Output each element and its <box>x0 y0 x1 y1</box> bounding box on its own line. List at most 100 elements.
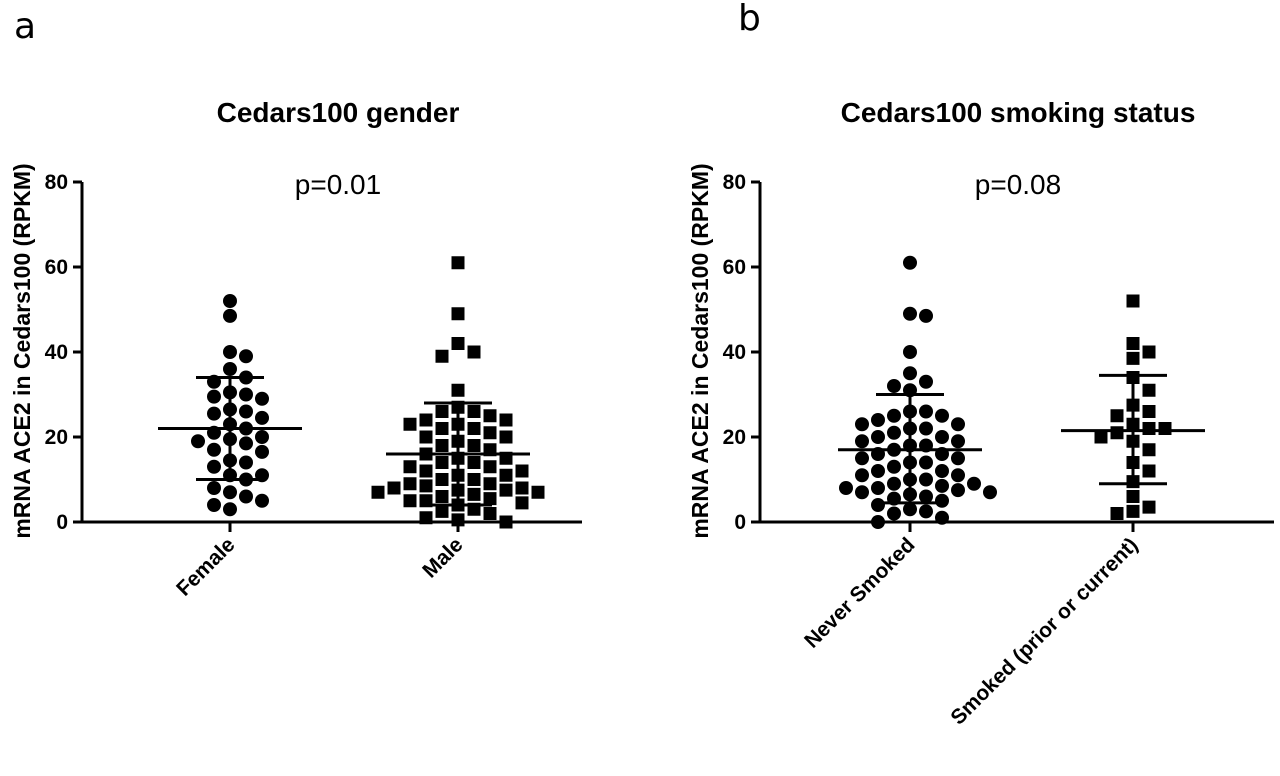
data-point <box>1142 443 1156 457</box>
data-point <box>903 345 917 359</box>
data-point <box>887 379 901 393</box>
data-point <box>483 409 497 423</box>
y-tick-label: 80 <box>723 171 746 194</box>
data-point <box>919 472 933 487</box>
data-point <box>467 473 481 486</box>
data-point <box>1158 422 1172 435</box>
data-point <box>887 476 901 491</box>
data-point <box>255 430 269 444</box>
data-point <box>223 485 237 500</box>
data-point <box>935 493 949 508</box>
x-category-label: Never Smoked <box>800 533 919 652</box>
data-point <box>207 389 221 404</box>
data-point <box>255 410 269 425</box>
data-point <box>223 502 237 517</box>
data-point <box>935 430 949 444</box>
data-point <box>207 481 221 495</box>
data-point <box>207 406 221 421</box>
data-point <box>419 479 433 493</box>
data-point <box>871 464 885 478</box>
data-point <box>403 417 417 431</box>
data-point <box>1126 351 1140 365</box>
data-point <box>483 426 497 440</box>
y-tick-label: 40 <box>723 341 746 364</box>
data-point <box>919 308 933 323</box>
data-point <box>935 510 949 525</box>
data-point <box>207 498 221 512</box>
data-point <box>935 464 949 478</box>
data-point <box>871 430 885 444</box>
data-point <box>403 460 417 474</box>
panel-letter: a <box>14 6 36 47</box>
data-point <box>207 459 221 474</box>
data-point <box>855 451 869 466</box>
data-point <box>435 504 449 518</box>
data-point <box>903 366 917 381</box>
data-point <box>451 383 465 397</box>
data-point <box>887 425 901 440</box>
data-point <box>951 417 965 432</box>
data-point <box>419 511 433 525</box>
data-point <box>1142 464 1156 478</box>
data-point <box>871 515 885 529</box>
data-point <box>419 430 433 444</box>
data-point <box>919 489 933 504</box>
panel-letter: b <box>738 0 761 39</box>
p-value-annotation: p=0.01 <box>295 169 381 200</box>
data-point <box>483 492 497 506</box>
data-point <box>499 468 513 482</box>
data-point <box>255 444 269 459</box>
data-point <box>371 485 385 499</box>
data-point <box>515 464 529 478</box>
data-point <box>1142 422 1156 435</box>
data-point <box>1094 430 1108 444</box>
data-point <box>435 422 449 435</box>
y-tick-label: 20 <box>45 426 68 449</box>
data-point <box>515 481 529 495</box>
data-point <box>467 345 481 359</box>
data-point <box>467 422 481 435</box>
data-point <box>223 294 237 308</box>
data-point <box>435 456 449 469</box>
data-point <box>435 405 449 418</box>
chart-title: Cedars100 gender <box>217 97 460 128</box>
data-point <box>191 434 205 449</box>
data-point <box>919 455 933 470</box>
data-point <box>499 430 513 444</box>
x-category-label: Smoked (prior or current) <box>946 533 1142 729</box>
data-point <box>435 349 449 363</box>
data-point <box>983 485 997 500</box>
data-point <box>855 417 869 432</box>
data-point <box>223 362 237 376</box>
data-point <box>887 459 901 474</box>
y-axis-label: mRNA ACE2 in Cedars100 (RPKM) <box>687 163 713 538</box>
x-category-label: Female <box>172 533 239 600</box>
y-tick-label: 80 <box>45 171 68 194</box>
data-point <box>451 337 465 350</box>
data-point <box>451 307 465 321</box>
p-value-annotation: p=0.08 <box>975 169 1061 200</box>
data-point <box>919 404 933 419</box>
data-point <box>935 408 949 423</box>
data-point <box>919 374 933 389</box>
y-tick-label: 0 <box>56 511 68 534</box>
data-point <box>855 468 869 483</box>
data-point <box>951 434 965 449</box>
data-point <box>903 255 917 270</box>
data-point <box>239 404 253 419</box>
data-point <box>467 439 481 452</box>
data-point <box>207 442 221 457</box>
data-point <box>1126 294 1140 308</box>
y-tick-label: 40 <box>45 341 68 364</box>
y-tick-label: 60 <box>45 256 68 279</box>
data-point <box>467 487 481 501</box>
panel-a: a Cedars100 gender mRNA ACE2 in Cedars100 … <box>9 6 582 601</box>
data-point <box>1142 345 1156 359</box>
data-point <box>1110 426 1124 440</box>
data-point <box>435 439 449 452</box>
data-point <box>903 306 917 321</box>
data-point <box>951 451 965 466</box>
data-point <box>499 515 513 529</box>
data-point <box>951 468 965 483</box>
data-point <box>531 485 545 499</box>
